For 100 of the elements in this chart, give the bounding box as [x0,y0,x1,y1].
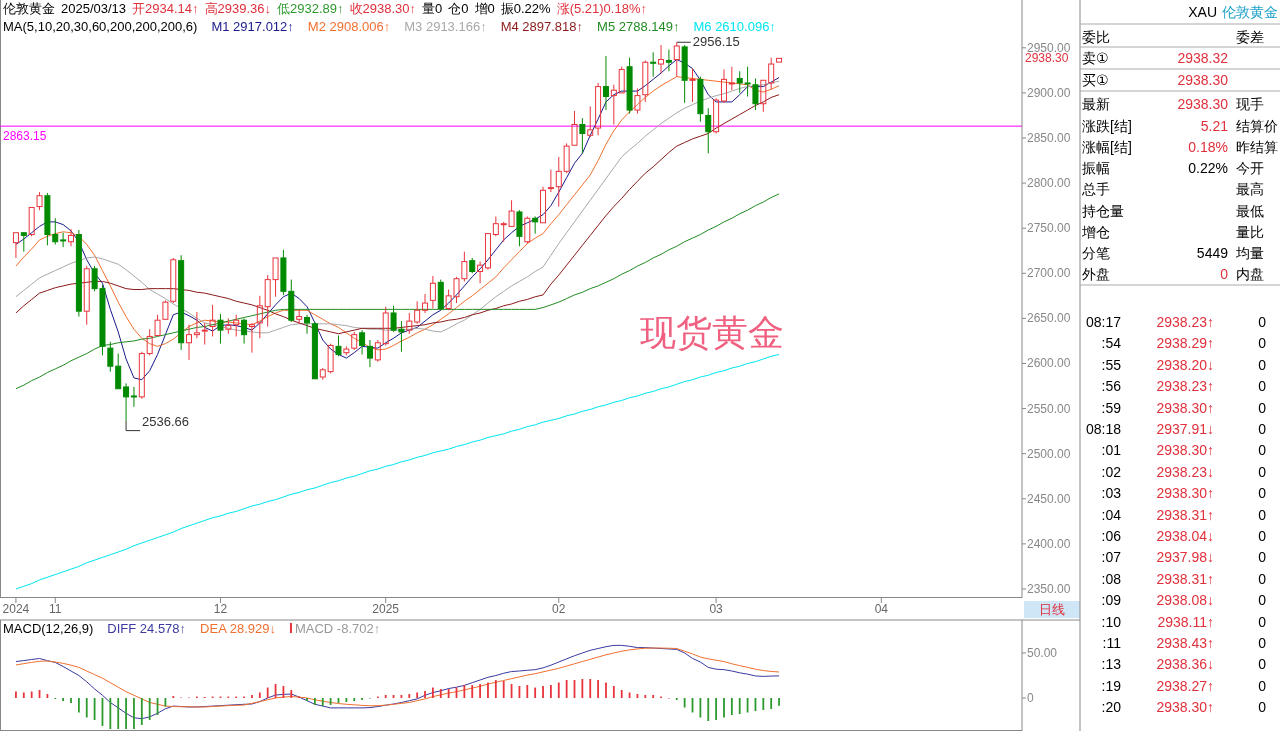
x-tick-label: 2025 [372,602,400,616]
text: 0 [1258,485,1267,502]
text: 2938.30 [1025,51,1069,66]
candlestick [673,41,680,78]
text: 2938.30↑ [1156,442,1214,459]
candlestick [429,275,436,309]
candlestick [178,254,185,351]
text: 最高 [1236,181,1264,197]
candlestick [579,117,586,154]
legend-label: MACD -8.702↑ [294,621,381,636]
annotation: 仓0 [448,1,469,16]
text: 委差 [1236,29,1264,45]
text: 0 [1258,506,1267,523]
text: :20 [1101,699,1122,716]
text: XAU [1188,4,1217,20]
text: 2938.30 [1177,72,1229,88]
text: 振幅 [1082,160,1110,176]
text: 0 [1220,266,1229,282]
text: M5 2788.149↑ [597,19,680,34]
x-tick-label: 12 [213,602,228,616]
candlestick [720,68,727,104]
text: 0 [1258,442,1267,459]
y-tick-label: 2800.00 [1027,176,1071,191]
y-tick-label: 2900.00 [1027,85,1071,100]
candlestick [256,295,263,339]
text: M4 2897.818↑ [500,19,584,34]
candlestick [193,311,200,339]
text: 现手 [1236,96,1264,112]
text: :01 [1101,442,1122,459]
candlestick [225,317,232,335]
candlestick [658,44,665,74]
text: 涨幅[结] [1082,139,1132,155]
text: 5449 [1196,245,1229,261]
text: 2938.04↓ [1156,528,1214,544]
text: 分笔 [1082,245,1110,261]
y-tick-label: 50.00 [1027,646,1058,661]
candlestick [186,324,193,361]
y-tick-label: 2650.00 [1027,311,1071,326]
text: 08:17 [1085,314,1122,330]
candlestick [311,321,318,380]
text: 0 [1258,677,1267,694]
annotation: 低2932.89↑ [277,1,344,16]
y-tick-label: 2600.00 [1027,356,1071,371]
candlestick [12,232,19,259]
text: :02 [1101,463,1122,480]
text: 0 [1258,570,1267,587]
candlestick [123,382,130,422]
annotation: 收2938.30↑ [349,1,417,16]
candlestick [610,84,617,125]
text: 0 [1258,549,1267,566]
annotation: 高2939.36↓ [204,1,272,16]
annotation: 开2934.14↑ [132,1,199,16]
candlestick [248,322,255,354]
text: :08 [1101,570,1122,587]
text: 结算价 [1236,118,1278,134]
text: 0 [1258,314,1267,330]
y-tick-label: 2450.00 [1027,491,1071,506]
text: :07 [1101,549,1122,566]
candlestick [217,313,224,345]
text: 委比 [1082,29,1110,45]
text: 2938.43↑ [1156,635,1214,651]
candlestick [296,308,303,325]
candlestick [107,341,114,373]
annotation: 量0 [422,1,443,16]
candlestick [422,293,429,314]
text: 2938.31↑ [1156,570,1214,587]
text: 0 [1258,635,1267,651]
text: 最低 [1236,203,1264,219]
text: 08:18 [1085,421,1122,437]
text: 2938.11↑ [1157,613,1214,630]
text: M6 2610.096↑ [693,19,776,34]
candlestick [233,314,240,337]
y-tick-label: 2400.00 [1027,536,1071,551]
candlestick [760,79,767,113]
x-tick-label: 2024 [2,602,30,616]
candlestick [201,322,208,346]
candlestick [60,232,67,248]
text: 卖① [1082,50,1109,66]
text: :06 [1101,528,1122,544]
text: 0 [1258,356,1267,373]
text: DIFF 24.578↑ [107,621,187,636]
text: 日线 [1039,602,1065,617]
candlestick [83,265,90,326]
text: 0.22% [1188,160,1228,176]
text: 0 [1258,592,1267,609]
candlestick [713,97,720,134]
candlestick [162,299,169,320]
text: 0 [1258,699,1267,716]
text: :10 [1101,613,1122,630]
y-tick-label: 2850.00 [1027,131,1071,145]
legend-title: MACD(12,26,9) [3,621,94,636]
y-tick-label: 0 [1027,690,1034,705]
candlestick [241,317,248,345]
candlestick [532,215,539,235]
candlestick [642,59,649,103]
text: 2938.36↓ [1156,656,1214,673]
text: :19 [1101,677,1122,694]
text: 0 [1258,528,1267,544]
x-tick-label: 03 [709,602,724,616]
candlestick [634,87,641,115]
